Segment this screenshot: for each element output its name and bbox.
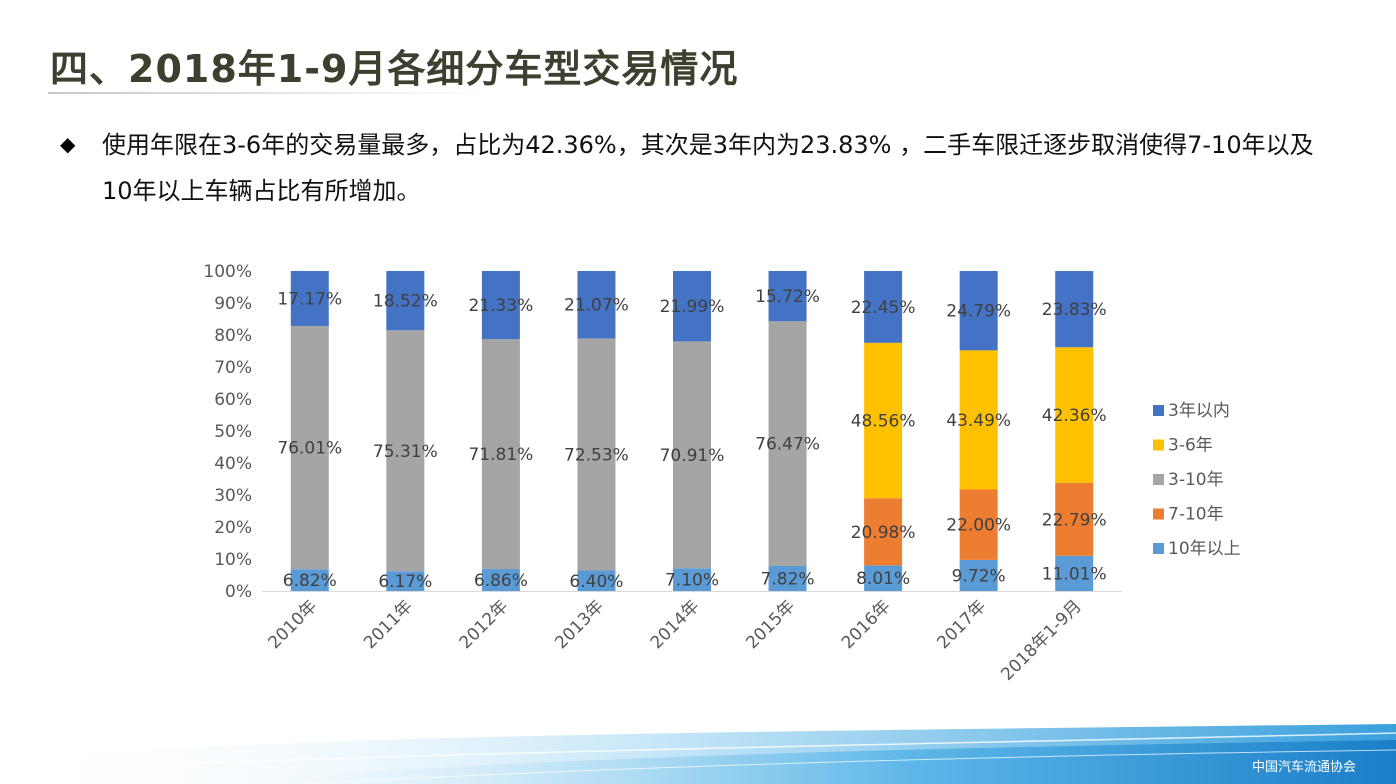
bar-segment [959, 559, 998, 591]
footer-logo: 中国汽车流通协会 [1252, 760, 1357, 775]
bar-segment [768, 270, 807, 322]
bar-segment [864, 342, 903, 499]
bar-segment [673, 341, 711, 569]
legend-swatch [1153, 543, 1164, 554]
data-label: 48.56% [851, 412, 916, 432]
legend-label: 10年以上 [1168, 539, 1241, 559]
legend-swatch [1153, 439, 1164, 451]
data-label: 21.99% [660, 297, 725, 317]
data-label: 6.82% [283, 571, 337, 591]
data-label: 72.53% [564, 445, 629, 465]
data-label: 76.47% [755, 435, 820, 455]
legend-swatch [1153, 474, 1164, 485]
y-tick-label: 90% [214, 294, 252, 314]
y-tick-label: 80% [214, 326, 252, 346]
data-label: 17.17% [277, 289, 342, 309]
bar-segment [959, 350, 998, 490]
bar-segment [290, 325, 329, 570]
bar-segment [1055, 271, 1094, 348]
data-label: 20.98% [851, 523, 916, 543]
bar-segment [481, 339, 520, 570]
bar-segment [959, 271, 998, 351]
bar-segment [577, 338, 616, 571]
bar-segment [481, 569, 520, 591]
y-tick-label: 40% [214, 454, 252, 474]
legend-label: 3-6年 [1168, 436, 1213, 456]
bar-segment [577, 271, 616, 339]
title-underline [48, 92, 498, 94]
bar-segment [864, 565, 903, 591]
bar-segment [290, 569, 329, 591]
data-label: 6.40% [569, 572, 623, 592]
y-tick-label: 0% [225, 582, 252, 602]
y-tick-label: 20% [214, 518, 252, 538]
data-label: 24.79% [946, 302, 1011, 322]
data-label: 71.81% [468, 445, 533, 465]
data-label: 22.45% [851, 298, 916, 318]
bar-segment [864, 271, 903, 343]
bar-segment [864, 498, 903, 566]
data-label: 42.36% [1042, 406, 1107, 426]
y-tick-label: 60% [214, 390, 252, 410]
data-label: 6.17% [378, 572, 432, 592]
page-title: 四、2018年1-9月各细分车型交易情况 [50, 47, 739, 91]
legend-label: 3年以内 [1168, 401, 1230, 421]
y-tick-label: 10% [214, 550, 252, 570]
legend-label: 3-10年 [1168, 470, 1224, 490]
data-label: 9.72% [952, 566, 1006, 586]
bar-segment [673, 271, 711, 342]
legend-label: 7-10年 [1168, 505, 1224, 525]
bar-segment [386, 330, 425, 572]
bar-segment [673, 568, 711, 591]
data-label: 7.10% [665, 571, 719, 591]
data-label: 76.01% [277, 439, 342, 459]
legend-swatch [1153, 405, 1164, 416]
data-label: 43.49% [946, 411, 1011, 431]
data-label: 22.79% [1042, 510, 1107, 530]
y-tick-label: 50% [214, 422, 252, 442]
bar-segment [386, 271, 425, 331]
legend-swatch [1153, 508, 1164, 520]
bar-segment [1055, 482, 1094, 556]
y-tick-label: 70% [214, 358, 252, 378]
diamond-bullet-icon: ◆ [60, 132, 76, 156]
data-label: 7.82% [761, 569, 815, 589]
bar-segment [577, 570, 616, 591]
bar-segment [1055, 555, 1094, 591]
bar-segment [959, 489, 998, 560]
data-label: 23.83% [1042, 300, 1107, 320]
bar-segment [290, 271, 329, 326]
bar-segment [481, 271, 520, 340]
data-label: 22.00% [946, 516, 1011, 536]
bar-segment [1055, 347, 1094, 483]
bar-segment [386, 571, 425, 591]
data-label: 11.01% [1042, 564, 1107, 584]
data-label: 21.07% [564, 296, 629, 316]
y-tick-label: 100% [203, 262, 252, 282]
bar-segment [768, 565, 807, 591]
description-text: 使用年限在3-6年的交易量最多，占比为42.36%，其次是3年内为23.83% … [102, 131, 1314, 205]
data-label: 15.72% [755, 287, 820, 307]
data-label: 8.01% [856, 569, 910, 589]
bar-segment [768, 321, 807, 566]
data-label: 21.33% [468, 296, 533, 316]
data-label: 70.91% [660, 446, 725, 466]
data-label: 75.31% [373, 442, 438, 462]
data-label: 6.86% [474, 571, 528, 591]
data-label: 18.52% [373, 292, 438, 312]
y-tick-label: 30% [214, 486, 252, 506]
